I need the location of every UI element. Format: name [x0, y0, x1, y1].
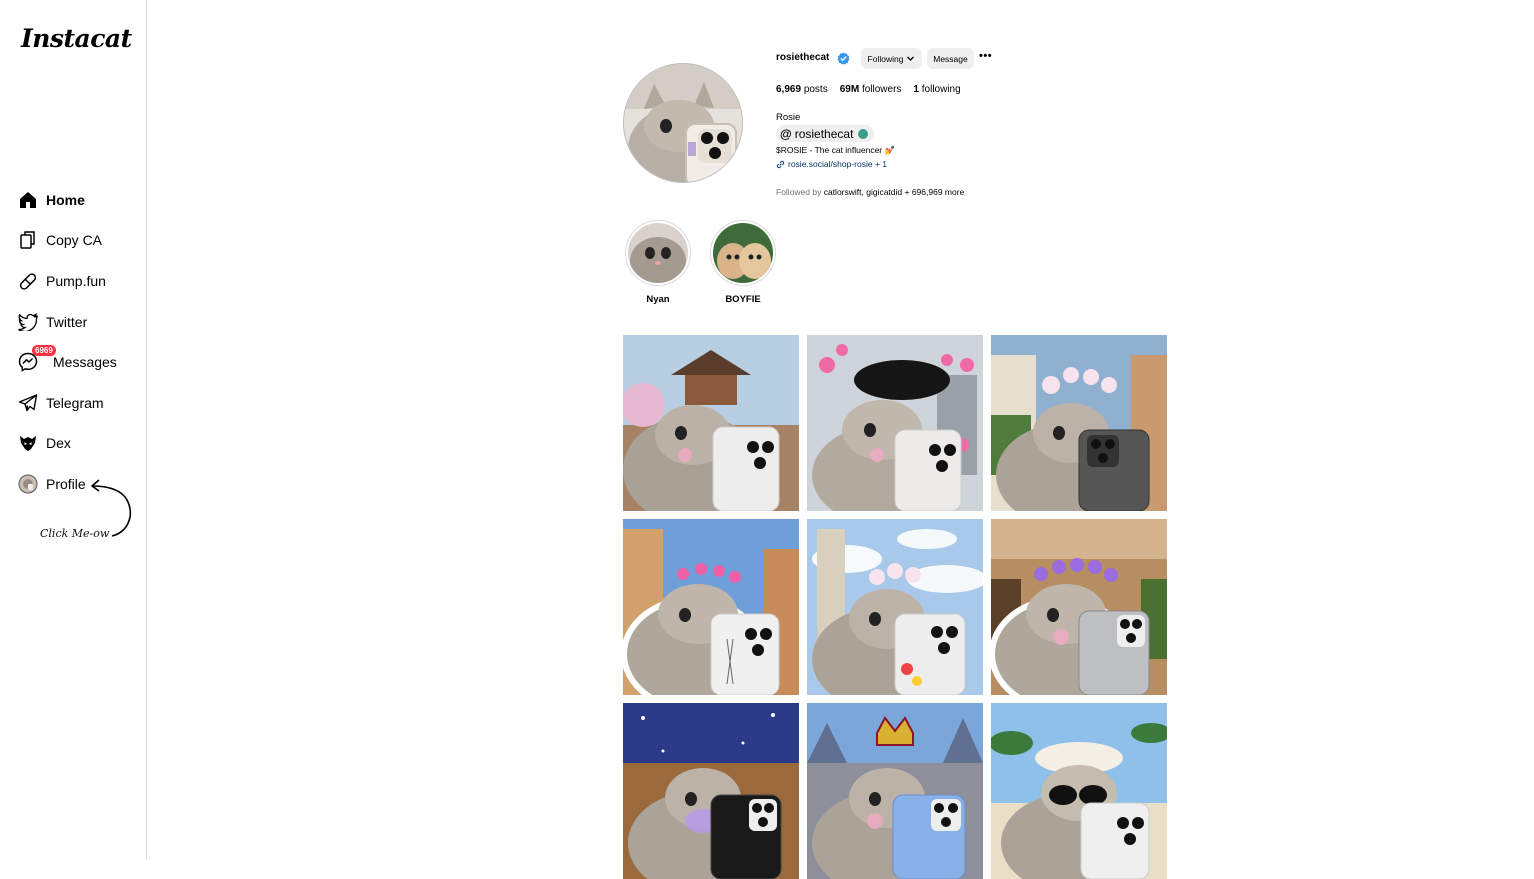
post-tile[interactable]	[623, 519, 799, 695]
profile-stats: 6,969 posts 69M followers 1 following	[776, 84, 961, 95]
post-tile[interactable]	[807, 335, 983, 511]
sidebar-item-pump-fun[interactable]: Pump.fun	[0, 261, 146, 301]
sidebar-item-profile[interactable]: Profile	[0, 464, 146, 504]
more-options-icon[interactable]: •••	[979, 50, 993, 62]
post-tile[interactable]	[807, 703, 983, 879]
profile-avatar[interactable]	[623, 63, 743, 183]
sidebar-item-label: Copy CA	[46, 232, 103, 248]
highlight-ring	[625, 220, 691, 286]
home-icon	[18, 190, 38, 210]
verified-badge-icon	[837, 52, 850, 65]
app-logo[interactable]: Instacat	[21, 24, 132, 53]
dex-icon	[18, 433, 38, 453]
link-icon	[776, 160, 785, 168]
check-icon	[858, 128, 869, 139]
copy-icon	[18, 230, 38, 250]
profile-name: Rosie	[776, 112, 801, 123]
posts-count[interactable]: 6,969 posts	[776, 84, 828, 95]
sidebar-item-messages[interactable]: 6969 Messages	[0, 342, 146, 382]
highlight-label: BOYFIE	[725, 294, 761, 305]
sidebar-item-label: Profile	[46, 476, 86, 492]
post-tile[interactable]	[623, 703, 799, 879]
threads-handle[interactable]: @ rosiethecat	[776, 125, 875, 142]
profile-link[interactable]: rosie.social/shop-rosie + 1	[776, 159, 887, 169]
sidebar-item-label: Twitter	[46, 314, 88, 330]
twitter-icon	[18, 312, 38, 332]
highlight-label: Nyan	[646, 294, 670, 305]
threads-icon: @	[780, 126, 792, 141]
posts-grid	[623, 335, 1167, 879]
chevron-down-icon	[907, 56, 915, 61]
pill-icon	[18, 271, 38, 291]
post-tile[interactable]	[991, 703, 1167, 879]
post-tile[interactable]	[807, 519, 983, 695]
post-tile[interactable]	[991, 335, 1167, 511]
sidebar-item-label: Messages	[53, 354, 117, 370]
profile-bio: $ROSIE - The cat influencer 💅	[776, 145, 896, 155]
followers-count[interactable]: 69M followers	[839, 84, 902, 95]
highlight-ring	[710, 220, 776, 286]
messages-badge: 6969	[32, 345, 56, 356]
curved-arrow-icon	[91, 479, 132, 537]
sidebar-item-label: Pump.fun	[46, 273, 106, 289]
profile-username: rosiethecat	[776, 52, 830, 63]
sidebar-item-twitter[interactable]: Twitter	[0, 302, 146, 342]
avatar-icon	[18, 474, 38, 494]
sidebar-item-label: Telegram	[46, 395, 104, 411]
sidebar-item-home[interactable]: Home	[0, 180, 146, 220]
sidebar-item-copy-ca[interactable]: Copy CA	[0, 220, 146, 260]
highlight-nyan[interactable]: Nyan	[624, 220, 692, 305]
sidebar-item-label: Home	[46, 192, 85, 208]
click-me-hint: Click Me-ow	[40, 527, 110, 540]
post-tile[interactable]	[991, 519, 1167, 695]
threads-handle-label: rosiethecat	[794, 126, 854, 141]
following-count[interactable]: 1 following	[913, 84, 961, 95]
following-button-label: Following	[867, 53, 904, 64]
sidebar-item-telegram[interactable]: Telegram	[0, 383, 146, 423]
telegram-icon	[18, 393, 38, 413]
message-button[interactable]: Message	[927, 48, 974, 69]
profile-link-label: rosie.social/shop-rosie + 1	[788, 159, 887, 169]
followed-by[interactable]: Followed by catlorswift, gigicatdid + 69…	[776, 187, 965, 197]
following-button[interactable]: Following	[861, 48, 922, 69]
messenger-icon	[18, 352, 38, 372]
highlight-boyfie[interactable]: BOYFIE	[709, 220, 777, 305]
sidebar-item-dex[interactable]: Dex	[0, 423, 146, 463]
sidebar-item-label: Dex	[46, 435, 71, 451]
post-tile[interactable]	[623, 335, 799, 511]
sidebar: Instacat Home Copy CA Pump.fun Twitter	[0, 0, 147, 860]
